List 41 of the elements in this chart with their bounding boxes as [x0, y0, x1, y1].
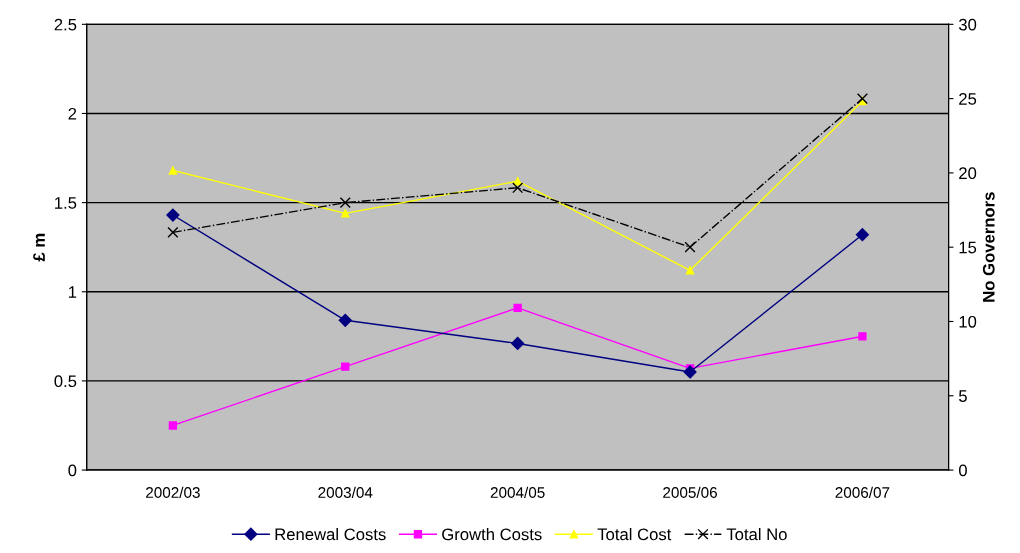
- point: [511, 336, 525, 351]
- legend-label: Growth Costs: [442, 527, 542, 541]
- x-tick-label: 2004/05: [490, 486, 545, 498]
- point: [341, 362, 350, 371]
- y-tick-label: 0: [68, 464, 77, 477]
- y2-tick-label: 5: [958, 390, 967, 402]
- point: [168, 166, 178, 175]
- y2-tick-label: 20: [959, 167, 977, 180]
- y2-tick-label: 25: [959, 93, 977, 105]
- x-tick-label: 2003/04: [318, 486, 373, 498]
- point: [166, 208, 180, 222]
- point: [684, 241, 696, 253]
- y2-axis-title: No Governors: [982, 192, 995, 302]
- y-tick-label: 2.5: [54, 18, 77, 31]
- point: [338, 313, 352, 327]
- point: [855, 228, 869, 242]
- y-tick-label: 1: [68, 286, 77, 298]
- y2-tick-label: 30: [958, 18, 977, 31]
- y2-tick-label: 15: [959, 241, 977, 254]
- point: [513, 303, 522, 312]
- point: [512, 182, 524, 194]
- point: [513, 177, 522, 186]
- point: [858, 332, 867, 341]
- y-tick-label: 2: [68, 107, 77, 120]
- x-tick-label: 2005/06: [663, 486, 717, 498]
- point: [341, 209, 350, 218]
- point: [168, 421, 178, 430]
- point: [167, 226, 179, 238]
- y2-tick-label: 10: [959, 315, 977, 328]
- x-tick-label: 2006/07: [835, 486, 890, 498]
- y2-tick-label: 0: [958, 464, 967, 477]
- x-tick-label: 2002/03: [146, 486, 200, 498]
- legend-label: Renewal Costs: [275, 527, 386, 541]
- legend-label: Total No: [726, 527, 787, 541]
- point: [339, 197, 351, 209]
- y-axis-title: £ m: [33, 233, 45, 262]
- point: [685, 266, 695, 275]
- y-tick-label: 0.5: [54, 375, 77, 388]
- point: [683, 365, 697, 379]
- y-tick-label: 1.5: [55, 197, 77, 209]
- legend-label: Total Cost: [597, 527, 672, 541]
